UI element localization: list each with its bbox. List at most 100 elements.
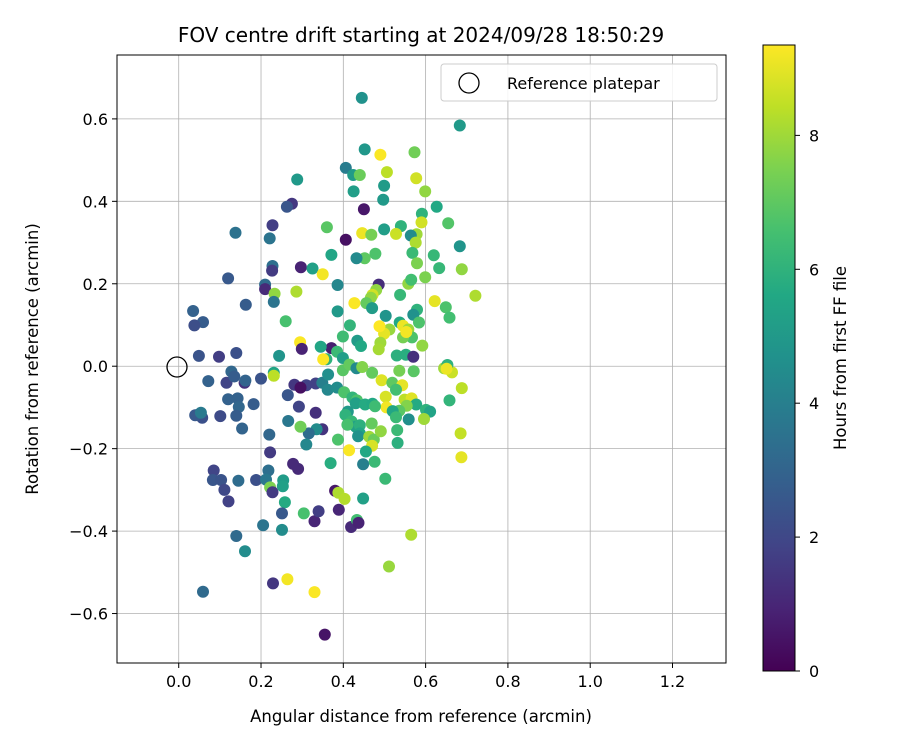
data-point <box>443 311 456 324</box>
data-point <box>247 398 260 411</box>
data-point <box>259 283 272 296</box>
data-point <box>433 262 446 275</box>
data-point <box>187 305 200 317</box>
legend-label: Reference platepar <box>507 74 660 93</box>
data-point <box>273 349 286 362</box>
data-point <box>405 273 418 286</box>
data-point <box>378 179 391 192</box>
data-point <box>332 503 345 516</box>
data-point <box>250 474 263 486</box>
data-point <box>309 406 322 419</box>
x-tick-label: 0.0 <box>166 672 191 691</box>
data-point <box>400 326 413 338</box>
data-point <box>239 298 252 311</box>
data-point <box>442 217 455 230</box>
data-point <box>197 585 209 598</box>
data-point <box>281 389 294 402</box>
data-point <box>393 364 406 377</box>
data-point <box>306 262 319 275</box>
data-point <box>206 474 219 486</box>
x-tick-label: 1.2 <box>660 672 685 691</box>
data-point <box>418 413 430 425</box>
data-point <box>410 398 423 411</box>
data-point <box>356 361 369 373</box>
colorbar-label: Hours from first FF file <box>831 266 850 450</box>
data-point <box>308 515 321 528</box>
data-point <box>416 339 429 352</box>
data-point <box>308 586 321 599</box>
data-point <box>222 495 235 508</box>
reference-marker <box>166 356 188 378</box>
data-point <box>410 172 423 185</box>
data-point <box>379 390 392 403</box>
data-point <box>374 425 387 438</box>
data-point <box>228 370 241 383</box>
legend: Reference platepar <box>440 63 718 102</box>
data-point <box>353 419 366 432</box>
data-point <box>390 383 402 396</box>
data-point <box>349 397 362 410</box>
data-point <box>355 91 368 104</box>
data-point <box>411 257 423 270</box>
data-point <box>331 279 344 291</box>
data-point <box>213 350 225 363</box>
data-point <box>428 295 441 308</box>
data-point <box>230 530 243 542</box>
data-point <box>300 438 313 451</box>
colorbar-tick-label: 2 <box>809 528 819 547</box>
data-point <box>455 451 468 464</box>
data-point <box>262 464 275 477</box>
data-point <box>406 246 419 259</box>
data-point <box>469 289 482 302</box>
data-point <box>239 545 251 558</box>
x-tick-label: 0.8 <box>495 672 520 691</box>
y-tick-label: 0.4 <box>83 192 108 211</box>
data-point <box>455 263 468 276</box>
x-tick-label: 0.6 <box>413 672 438 691</box>
data-point <box>409 236 422 249</box>
data-point <box>324 457 337 470</box>
y-tick-label: −0.4 <box>69 522 108 541</box>
data-point <box>455 382 468 395</box>
data-point <box>192 349 205 362</box>
data-point <box>352 516 365 529</box>
data-point <box>318 628 331 641</box>
data-point <box>405 528 418 541</box>
data-point <box>453 240 466 253</box>
data-point <box>322 368 335 381</box>
x-tick-label: 0.4 <box>331 672 356 691</box>
data-point <box>292 400 305 413</box>
data-point <box>373 320 386 333</box>
data-point <box>336 330 349 343</box>
data-point <box>366 302 379 315</box>
data-point <box>255 372 267 385</box>
data-point <box>365 417 378 430</box>
y-tick-label: 0.2 <box>83 275 108 294</box>
data-point <box>278 496 291 509</box>
y-tick-label: −0.2 <box>69 440 108 459</box>
y-axis-label: Rotation from reference (arcmin) <box>23 223 42 495</box>
data-point <box>321 383 334 396</box>
data-point <box>267 295 280 308</box>
data-point <box>282 415 295 427</box>
legend-box <box>440 63 718 102</box>
data-point <box>379 309 392 322</box>
data-point <box>391 436 404 449</box>
data-point <box>407 350 420 363</box>
data-point <box>369 247 382 260</box>
data-point <box>374 148 387 161</box>
data-point <box>368 455 381 468</box>
data-point <box>372 343 385 356</box>
data-point <box>430 200 443 213</box>
data-point <box>365 228 378 241</box>
data-point <box>263 428 276 441</box>
data-point <box>257 519 270 532</box>
data-point <box>383 560 395 573</box>
x-tick-label: 1.0 <box>577 672 602 691</box>
data-point <box>341 418 354 431</box>
data-point <box>232 474 245 487</box>
data-point <box>292 462 305 475</box>
data-point <box>276 480 289 493</box>
data-point <box>355 340 367 352</box>
